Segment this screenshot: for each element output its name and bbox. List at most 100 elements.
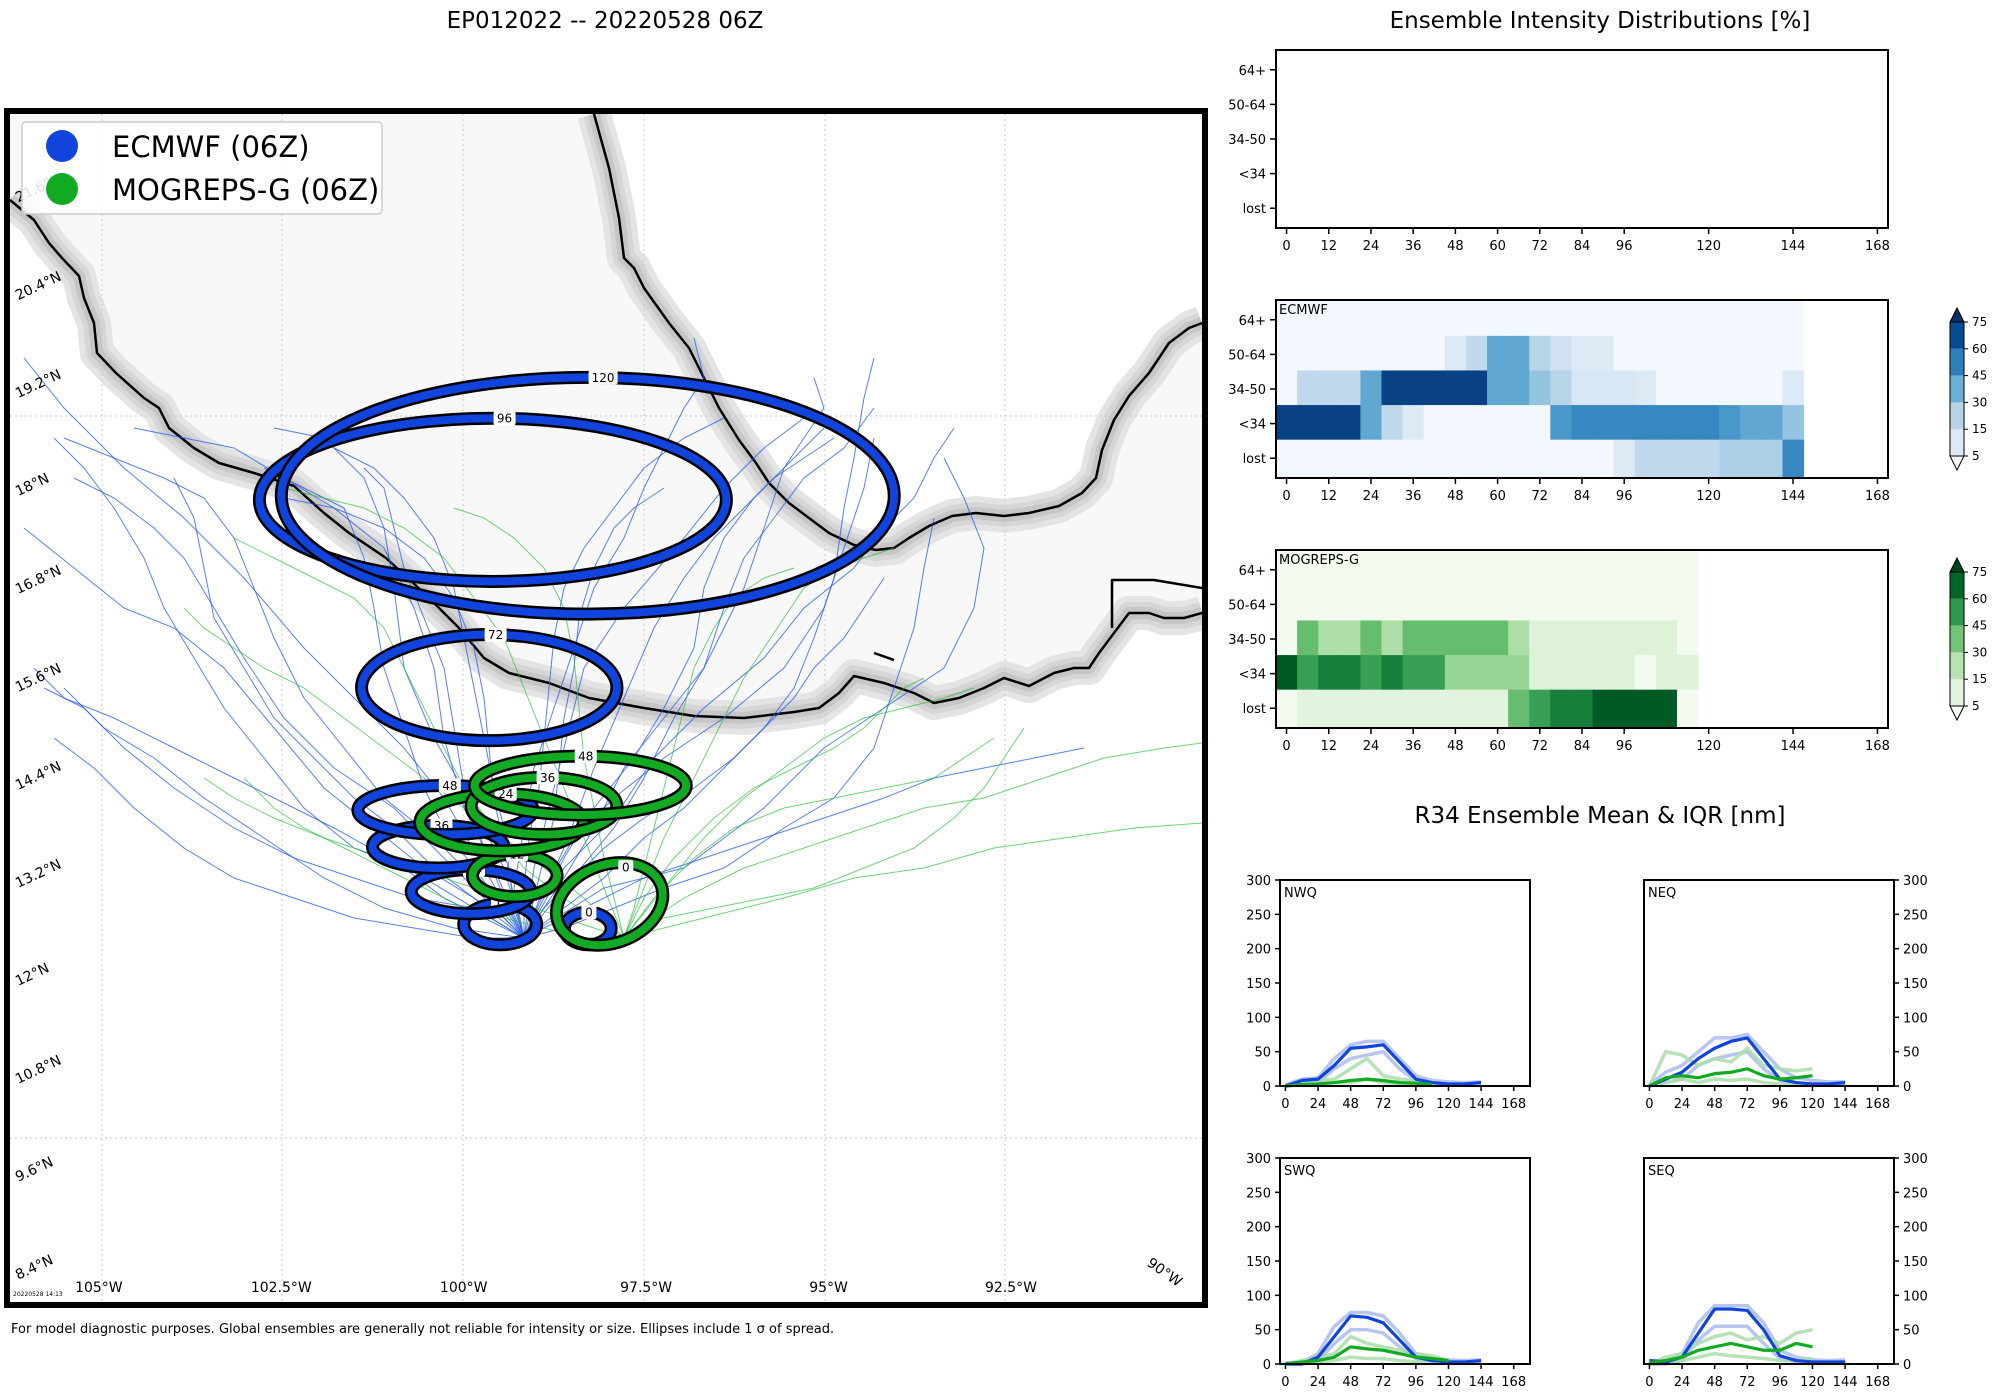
r34-nwq-series-ecmwf-mean: [1284, 1043, 1482, 1088]
legend-ecmwf-label: ECMWF (06Z): [112, 130, 310, 164]
intensity-ecmwf-cell: [1360, 405, 1383, 443]
legend-ecmwf-marker: [46, 130, 78, 162]
intensity-ecmwf-xlabel: 84: [1574, 489, 1591, 504]
intensity-mogreps-cell: [1402, 655, 1425, 693]
intensity-ecmwf-cell: [1613, 439, 1636, 478]
intensity-ecmwf-cell: [1339, 301, 1361, 339]
intensity-ecmwf-cell: [1698, 301, 1720, 339]
intensity-ecmwf-cell: [1655, 439, 1678, 478]
intensity-ecmwf-cell: [1719, 405, 1741, 443]
mogreps-ellipse-0h: [552, 858, 667, 950]
intensity-mogreps-cell: [1465, 551, 1488, 589]
r34-panel-nwq: 0 50 100 150 200 250 300 0 24 48 72 96 120 144 168 NWQ: [1246, 874, 1531, 1112]
intensity-ecmwf-cell: [1740, 439, 1762, 478]
intensity-all-xlabel: 36: [1405, 239, 1422, 254]
intensity-mogreps-cell: [1339, 655, 1361, 693]
intensity-mogreps-cell: [1360, 689, 1383, 728]
intensity-all-xlabel: 144: [1781, 239, 1806, 254]
intensity-mogreps-cell: [1550, 585, 1572, 624]
r34-swq-ylabel: 200: [1246, 1221, 1271, 1236]
intensity-ecmwf-cell: [1698, 335, 1720, 374]
intensity-ecmwf-colorbar-label: 30: [1972, 395, 1987, 409]
intensity-all-ylabel: 50-64: [1228, 98, 1266, 113]
intensity-ecmwf-cell: [1571, 370, 1594, 409]
intensity-all-frame: [1275, 49, 1889, 229]
intensity-ecmwf-colorbar-label: 60: [1972, 342, 1987, 356]
intensity-mogreps-cell: [1360, 585, 1383, 624]
r34-swq-xlabel: 168: [1501, 1375, 1526, 1390]
r34-panel-neq: 0 50 100 150 200 250 300 0 24 48 72 96 120 144 168 NEQ: [1643, 874, 1928, 1112]
ecmwf-ellipse-label-bg-48h: [438, 778, 461, 793]
ecmwf-ellipse-label-96h: 96: [497, 412, 512, 426]
intensity-ecmwf-cell: [1465, 405, 1488, 443]
r34-nwq-ylabel: 150: [1246, 977, 1271, 992]
r34-nwq-quadrant-label: NWQ: [1284, 886, 1317, 901]
intensity-mogreps-cell: [1318, 655, 1340, 693]
ecmwf-ellipse-label-bg-72h: [484, 627, 507, 642]
intensity-mogreps-cell: [1423, 655, 1446, 693]
intensity-ecmwf-cell: [1402, 335, 1425, 374]
intensity-mogreps-cell: [1550, 620, 1572, 659]
ecmwf-ellipse-label-48h: 48: [442, 779, 457, 793]
mogreps-ellipse-label-bg-48h: [574, 749, 597, 764]
r34-nwq-xlabel: 24: [1310, 1097, 1327, 1112]
r34-seq-ylabel: 250: [1903, 1186, 1928, 1201]
r34-swq-xlabel: 72: [1375, 1375, 1392, 1390]
intensity-ecmwf-cell: [1487, 335, 1509, 374]
intensity-mogreps-xlabel: 84: [1574, 739, 1591, 754]
intensity-mogreps-cell: [1550, 551, 1572, 589]
intensity-ecmwf-cell: [1465, 439, 1488, 478]
map-lon-label: 100°W: [440, 1280, 488, 1296]
r34-seq-ylabel: 200: [1903, 1221, 1928, 1236]
intensity-mogreps-cell: [1487, 585, 1509, 624]
intensity-mogreps-cell: [1297, 585, 1319, 624]
r34-swq-series-ecmwf-mean: [1285, 1314, 1482, 1366]
intensity-mogreps-cell: [1508, 585, 1530, 624]
intensity-ecmwf-cell: [1508, 439, 1530, 478]
intensity-ecmwf-cell: [1571, 405, 1594, 443]
r34-nwq-xlabel: 0: [1281, 1097, 1289, 1112]
r34-neq-series-mogreps-g-iqr-upper: [1647, 1046, 1813, 1087]
intensity-mogreps-cell: [1592, 620, 1615, 659]
r34-neq-plot-bg: [1644, 880, 1894, 1086]
intensity-mogreps-cell: [1655, 551, 1678, 589]
border-line: [1110, 578, 1202, 628]
mogreps-ellipse-label-24h: 24: [498, 787, 513, 801]
ecmwf-ellipse-label-0h: 0: [585, 906, 593, 920]
r34-panel-seq: 0 50 100 150 200 250 300 0 24 48 72 96 120 144 168 SEQ: [1643, 1152, 1928, 1390]
r34-neq-series-ecmwf-iqr-upper: [1648, 1032, 1846, 1087]
intensity-all-xlabel: 48: [1447, 239, 1464, 254]
intensity-mogreps-cell: [1487, 551, 1509, 589]
intensity-mogreps-cell: [1360, 655, 1383, 693]
intensity-mogreps-cell: [1529, 655, 1551, 693]
intensity-ecmwf-cell: [1465, 335, 1488, 374]
intensity-mogreps-cell: [1508, 551, 1530, 589]
intensity-mogreps-cell: [1423, 620, 1446, 659]
intensity-mogreps-cell: [1444, 689, 1467, 728]
r34-seq-series-mogreps-g-iqr-upper: [1648, 1327, 1813, 1366]
intensity-all-xlabel: 72: [1532, 239, 1549, 254]
intensity-ecmwf-cell: [1655, 335, 1678, 374]
r34-seq-ylabel: 300: [1903, 1152, 1928, 1167]
mogreps-ellipse-label-36h: 36: [540, 771, 555, 785]
intensity-mogreps-cell: [1339, 585, 1361, 624]
intensity-mogreps-cell: [1444, 655, 1467, 693]
intensity-ecmwf-cell: [1465, 370, 1488, 409]
r34-seq-xlabel: 0: [1645, 1375, 1653, 1390]
intensity-all-xlabel: 12: [1320, 239, 1337, 254]
intensity-mogreps-cell: [1276, 551, 1298, 589]
intensity-mogreps-cell: [1634, 689, 1657, 728]
intensity-ecmwf-xlabel: 0: [1282, 489, 1290, 504]
r34-neq-series-mogreps-g-mean: [1648, 1067, 1813, 1088]
intensity-mogreps-cell: [1613, 689, 1636, 728]
coast-fragment: [873, 651, 895, 662]
intensity-ecmwf-xlabel: 72: [1532, 489, 1549, 504]
r34-seq-xlabel: 144: [1833, 1375, 1858, 1390]
intensity-mogreps-cell: [1550, 689, 1572, 728]
r34-swq-xlabel: 0: [1281, 1375, 1289, 1390]
r34-seq-ylabel: 150: [1903, 1255, 1928, 1270]
intensity-ecmwf-colorbar-segment: [1950, 322, 1964, 349]
r34-nwq-ylabel: 0: [1263, 1080, 1271, 1095]
intensity-mogreps-xlabel: 12: [1320, 739, 1337, 754]
intensity-mogreps-cell: [1676, 585, 1699, 624]
